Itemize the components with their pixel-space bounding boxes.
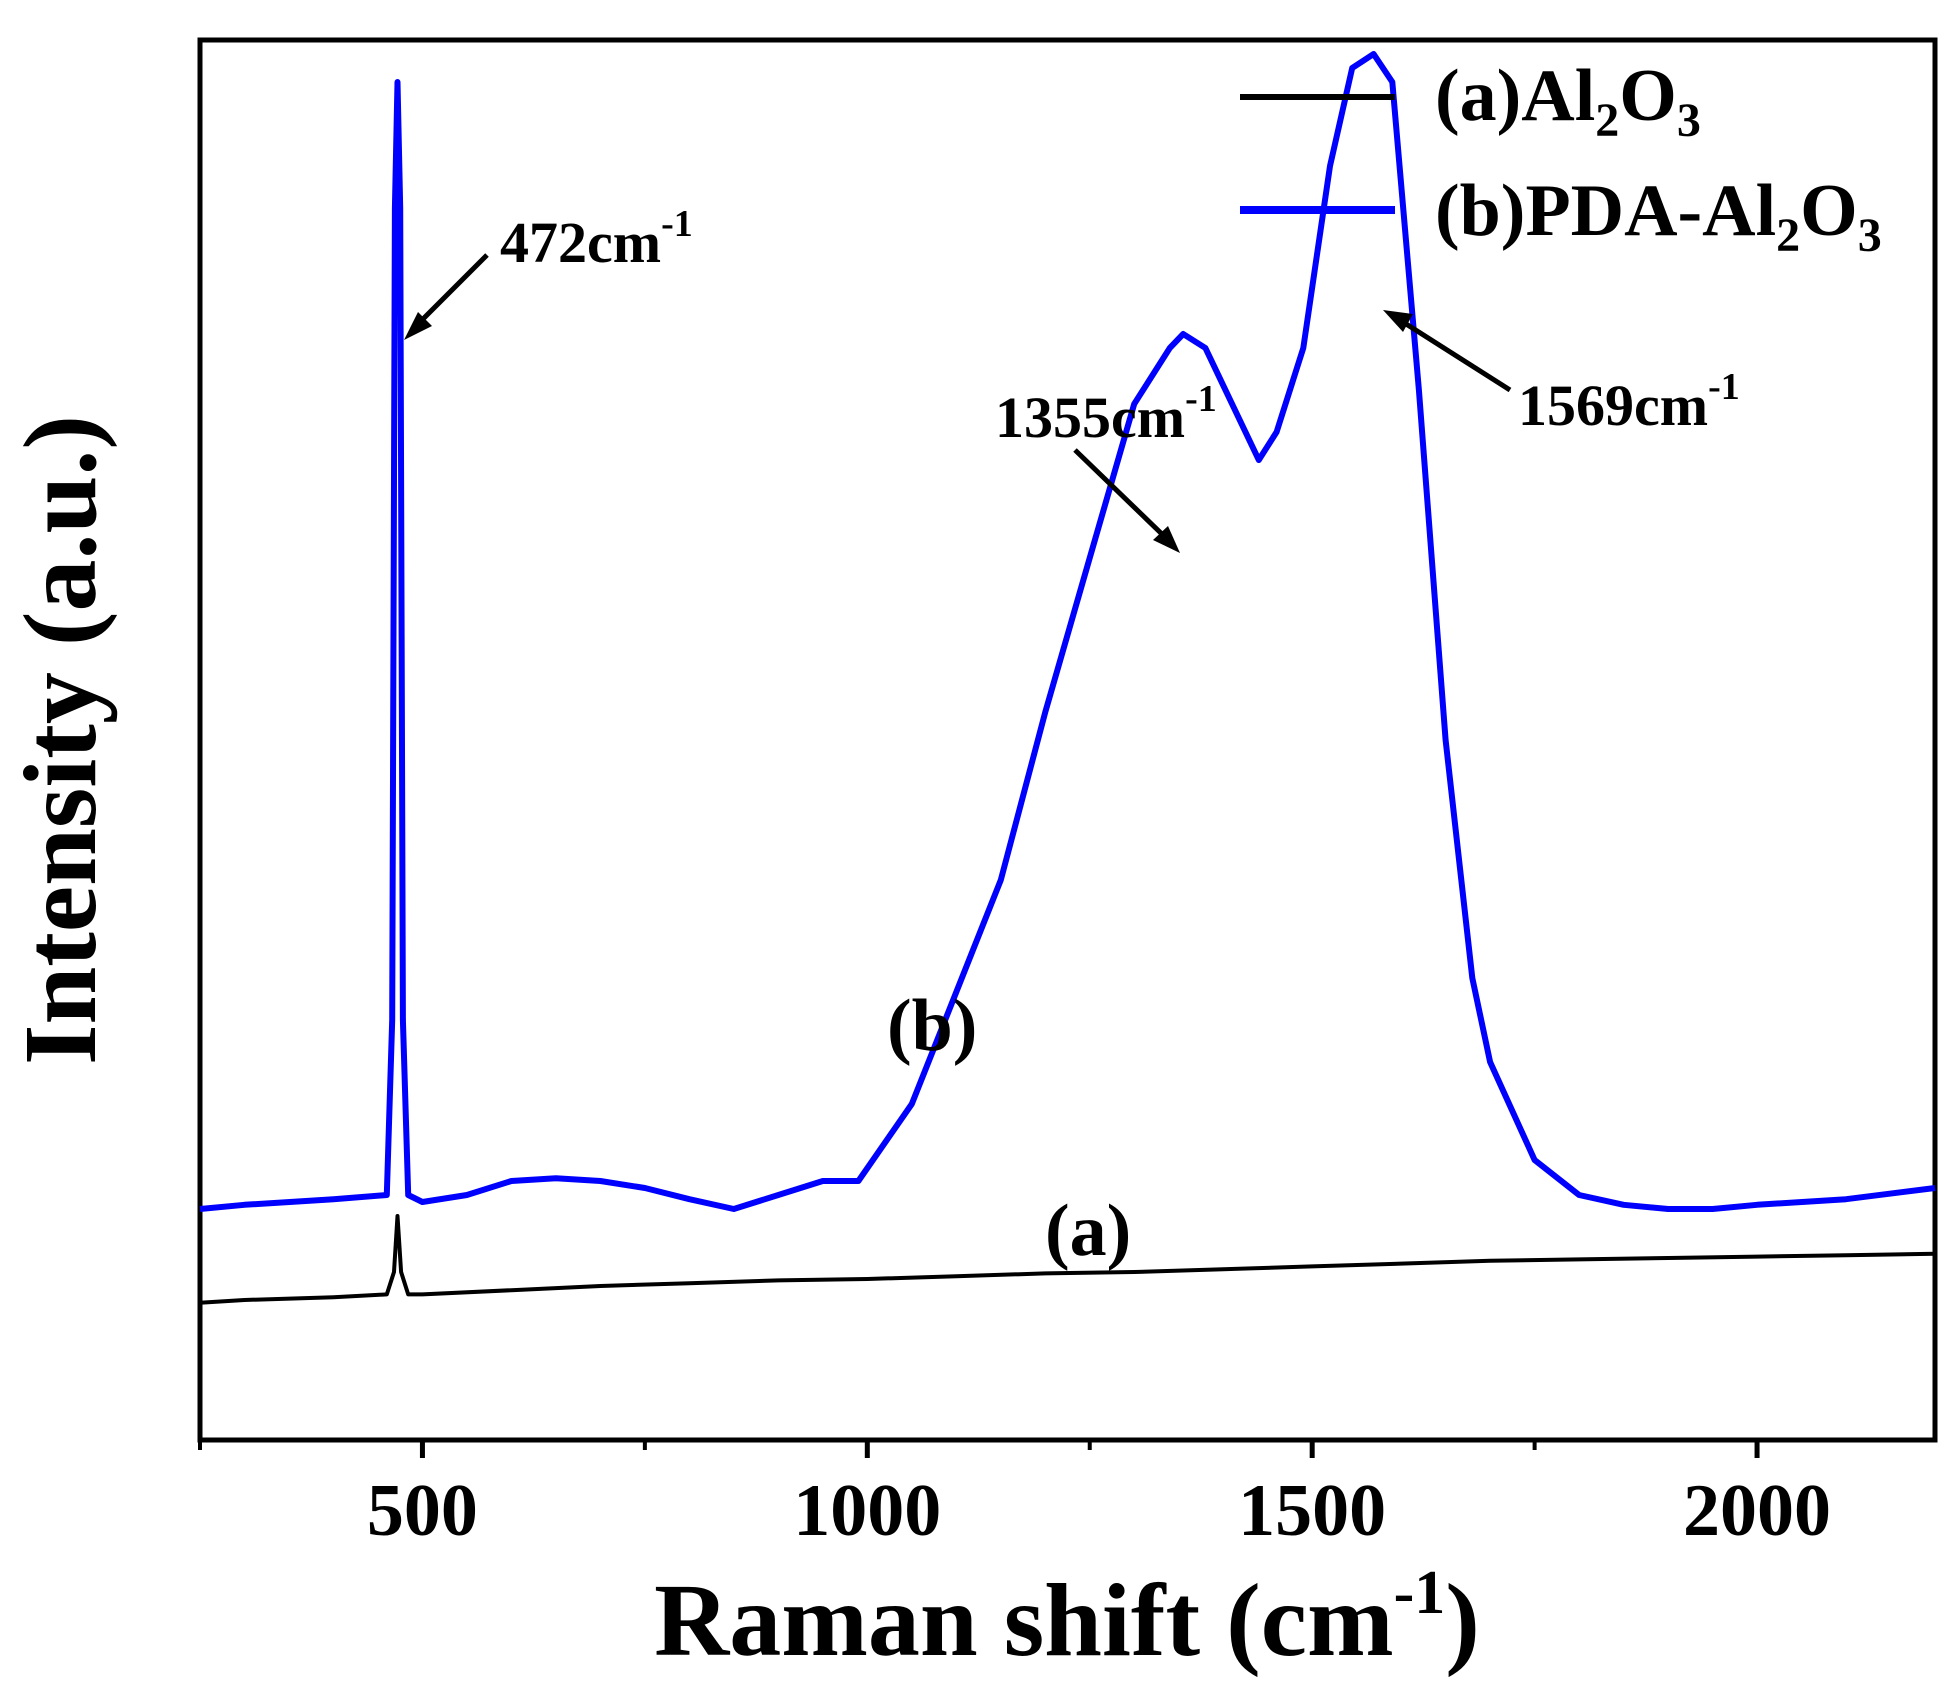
annotation-1569: 1569cm-1 — [1518, 366, 1740, 438]
arrow-1569 — [1401, 319, 1512, 393]
annotation-curve-b: (b) — [887, 985, 977, 1067]
y-axis-title: Intensity (a.u.) — [3, 415, 118, 1065]
legend-label-pda-al2o3: (b)PDA-Al2O3 — [1435, 170, 1882, 262]
arrowhead-472 — [404, 312, 432, 340]
x-axis-title: Raman shift (cm-1) — [654, 1559, 1480, 1678]
arrowhead-1355 — [1153, 526, 1180, 553]
annotation-472: 472cm-1 — [500, 203, 693, 275]
arrow-472 — [418, 253, 489, 324]
series-line-al2o3 — [199, 1214, 1936, 1305]
plot-frame — [197, 37, 1938, 1443]
arrow-1355 — [1073, 448, 1167, 539]
legend: (a)Al2O3 (b)PDA-Al2O3 — [1240, 55, 1882, 262]
annotation-curve-a: (a) — [1045, 1190, 1131, 1272]
x-tick-label-2000: 2000 — [1683, 1470, 1831, 1552]
arrowhead-1569 — [1383, 310, 1413, 332]
x-tick-label-500: 500 — [367, 1470, 478, 1552]
annotation-1355: 1355cm-1 — [995, 378, 1217, 450]
x-tick-label-1500: 1500 — [1238, 1470, 1386, 1552]
legend-label-al2o3: (a)Al2O3 — [1435, 55, 1701, 147]
annotation-arrows — [404, 253, 1512, 553]
series-line-pda-al2o3 — [199, 51, 1936, 1212]
series-group — [199, 51, 1936, 1305]
x-tick-label-1000: 1000 — [793, 1470, 941, 1552]
x-axis-ticks: 500 1000 1500 2000 — [198, 1440, 1831, 1552]
